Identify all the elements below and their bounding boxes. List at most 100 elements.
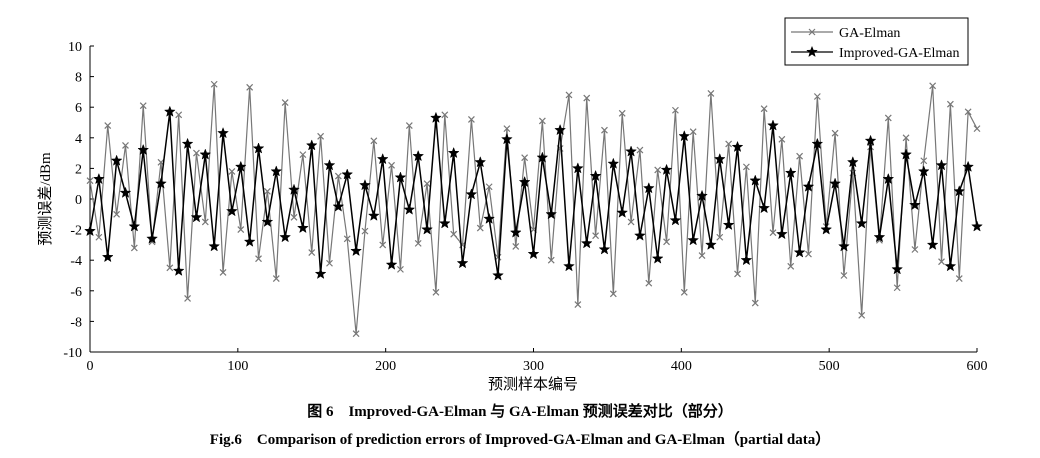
point [598, 243, 611, 255]
y-tick-label: 2 [75, 162, 82, 177]
point [388, 161, 396, 169]
point [263, 187, 271, 195]
point [376, 153, 389, 165]
point [838, 240, 850, 252]
point [492, 269, 504, 281]
point [500, 133, 513, 145]
point [361, 227, 369, 235]
point [137, 143, 150, 156]
point [155, 177, 167, 189]
legend-box [784, 17, 969, 66]
point [820, 223, 833, 235]
point [430, 111, 442, 123]
point [696, 189, 708, 201]
point [261, 215, 274, 227]
point [873, 231, 886, 243]
point [917, 165, 930, 177]
point [527, 247, 540, 260]
point [465, 188, 478, 200]
point [521, 154, 529, 162]
x-tick-label: 500 [819, 359, 840, 374]
point [545, 208, 558, 220]
x-tick-label: 400 [671, 359, 692, 374]
point [359, 179, 371, 191]
point [385, 258, 398, 270]
point [920, 157, 928, 165]
point [722, 218, 735, 231]
point [296, 221, 309, 234]
legend-marker [808, 28, 816, 36]
point [935, 159, 948, 171]
x-axis-label: 预测样本编号 [488, 376, 578, 393]
point [973, 125, 981, 133]
point [110, 154, 123, 166]
point [503, 125, 511, 133]
point [208, 240, 221, 252]
point [432, 288, 440, 296]
point [181, 137, 194, 149]
point [450, 230, 458, 238]
point [299, 151, 307, 159]
point [184, 295, 191, 302]
point [802, 180, 815, 192]
point [938, 258, 945, 266]
point [128, 220, 141, 232]
point [660, 163, 673, 175]
point [882, 172, 895, 185]
point [122, 142, 129, 149]
point [616, 206, 629, 218]
point [332, 200, 345, 212]
caption-cn: 图 6 Improved-GA-Elman 与 GA-Elman 预测误差对比（… [307, 402, 733, 420]
point [326, 259, 333, 267]
point [397, 265, 404, 273]
point [864, 134, 877, 146]
point [246, 83, 254, 91]
point [846, 156, 859, 168]
x-tick-label: 0 [87, 359, 94, 374]
point [971, 220, 983, 232]
point [84, 224, 96, 237]
point [190, 211, 203, 223]
point [618, 109, 626, 117]
point [456, 257, 469, 269]
point [909, 198, 921, 211]
point [840, 272, 848, 279]
point [308, 249, 316, 256]
x-tick-label: 600 [967, 359, 988, 374]
point [642, 182, 655, 194]
point [891, 263, 904, 275]
y-tick-label: 8 [75, 71, 82, 86]
point [554, 123, 567, 136]
point [367, 209, 380, 221]
point [255, 255, 262, 263]
point [175, 111, 183, 119]
point [829, 177, 841, 189]
point [926, 238, 939, 250]
point [334, 172, 342, 180]
point [536, 151, 549, 163]
legend-marker [806, 45, 818, 58]
point [113, 210, 121, 218]
point [201, 218, 209, 226]
point [563, 260, 575, 272]
point [900, 148, 912, 160]
point [778, 135, 786, 143]
point [485, 183, 493, 191]
point [476, 224, 484, 232]
point [571, 162, 584, 174]
point [607, 157, 620, 169]
point [680, 288, 688, 296]
point [228, 168, 236, 175]
point [740, 253, 753, 266]
point [547, 256, 555, 264]
y-tick-label: 4 [75, 132, 82, 147]
point [394, 171, 407, 183]
point [272, 275, 280, 282]
point [902, 134, 910, 142]
y-tick-label: 10 [68, 40, 82, 55]
point [518, 175, 531, 188]
point [609, 290, 617, 298]
point [281, 99, 289, 107]
point [580, 237, 593, 249]
point [323, 159, 336, 171]
